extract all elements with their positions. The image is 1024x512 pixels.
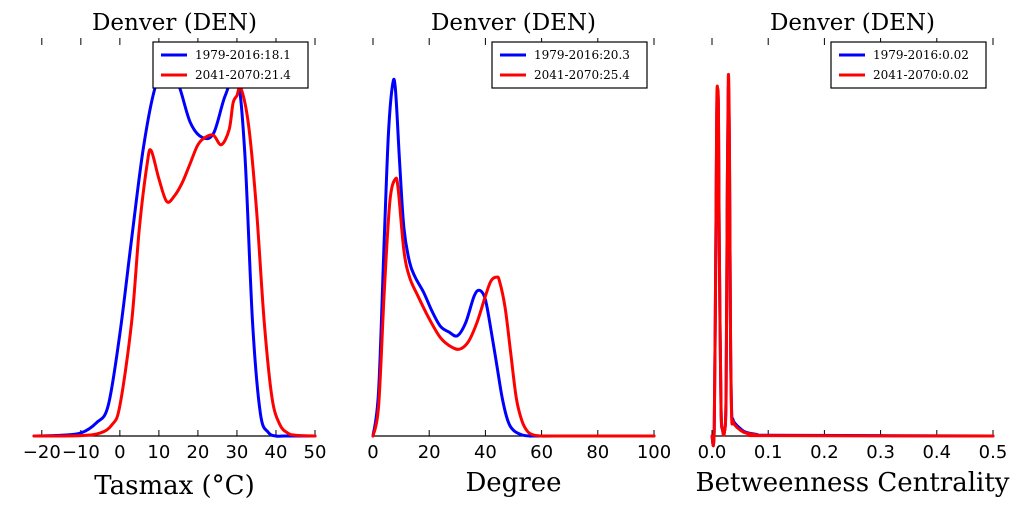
legend-box <box>830 41 987 89</box>
panel-2: Denver (DEN) 0 20 40 60 80 100 Degree 1979-2016:… <box>367 10 671 498</box>
legend: 1979-2016:0.02 2041-2070:0.02 <box>830 41 987 89</box>
series-line-historical <box>710 84 995 448</box>
legend-label: 1979-2016:20.3 <box>534 48 630 62</box>
x-axis-label: Betweenness Centrality <box>696 468 1010 498</box>
x-axis-label: Degree <box>465 468 561 498</box>
legend-label: 2041-2070:0.02 <box>873 68 969 82</box>
series-line-future <box>32 85 317 438</box>
x-tick-label: 20 <box>186 442 209 463</box>
panel-1: Denver (DEN) −20 −10 0 10 20 30 40 50 Tasmax (°C)… <box>23 10 327 501</box>
legend-label: 2041-2070:21.4 <box>195 68 291 82</box>
x-tick-label: 0.3 <box>866 442 895 463</box>
x-tick-label: 0.2 <box>810 442 839 463</box>
series-line-future <box>710 73 995 448</box>
x-tick-label: 0.1 <box>754 442 783 463</box>
x-tick-label: 0 <box>114 442 125 463</box>
x-axis-label: Tasmax (°C) <box>94 471 254 501</box>
series-line-historical <box>371 77 656 438</box>
legend-label: 1979-2016:18.1 <box>195 48 291 62</box>
legend: 1979-2016:18.1 2041-2070:21.4 <box>152 41 309 89</box>
series-line-historical <box>32 63 317 438</box>
x-tick-label: 80 <box>586 442 609 463</box>
x-tick-label: 20 <box>418 442 441 463</box>
x-tick-label: 40 <box>474 442 497 463</box>
x-tick-label: 10 <box>147 442 170 463</box>
x-tick-label: 0.4 <box>922 442 951 463</box>
legend-label: 1979-2016:0.02 <box>873 48 969 62</box>
panel-title: Denver (DEN) <box>431 10 596 36</box>
legend-label: 2041-2070:25.4 <box>534 68 630 82</box>
legend: 1979-2016:20.3 2041-2070:25.4 <box>491 41 648 89</box>
x-tick-label: 100 <box>637 442 671 463</box>
panel-title: Denver (DEN) <box>770 10 935 36</box>
x-tick-label: 50 <box>304 442 327 463</box>
x-tick-label: 0.0 <box>698 442 727 463</box>
panel-title: Denver (DEN) <box>92 10 257 36</box>
x-tick-label: −10 <box>62 442 100 463</box>
x-tick-label: 0 <box>367 442 378 463</box>
x-tick-label: 40 <box>265 442 288 463</box>
x-tick-label: 0.5 <box>979 442 1008 463</box>
series-line-future <box>371 176 656 438</box>
x-tick-label: −20 <box>23 442 61 463</box>
x-tick-label: 30 <box>225 442 248 463</box>
legend-box <box>152 41 309 89</box>
panel-3: Denver (DEN) 0.0 0.1 0.2 0.3 0.4 0.5 Betweennes… <box>696 10 1010 498</box>
x-tick-label: 60 <box>530 442 553 463</box>
legend-box <box>491 41 648 89</box>
